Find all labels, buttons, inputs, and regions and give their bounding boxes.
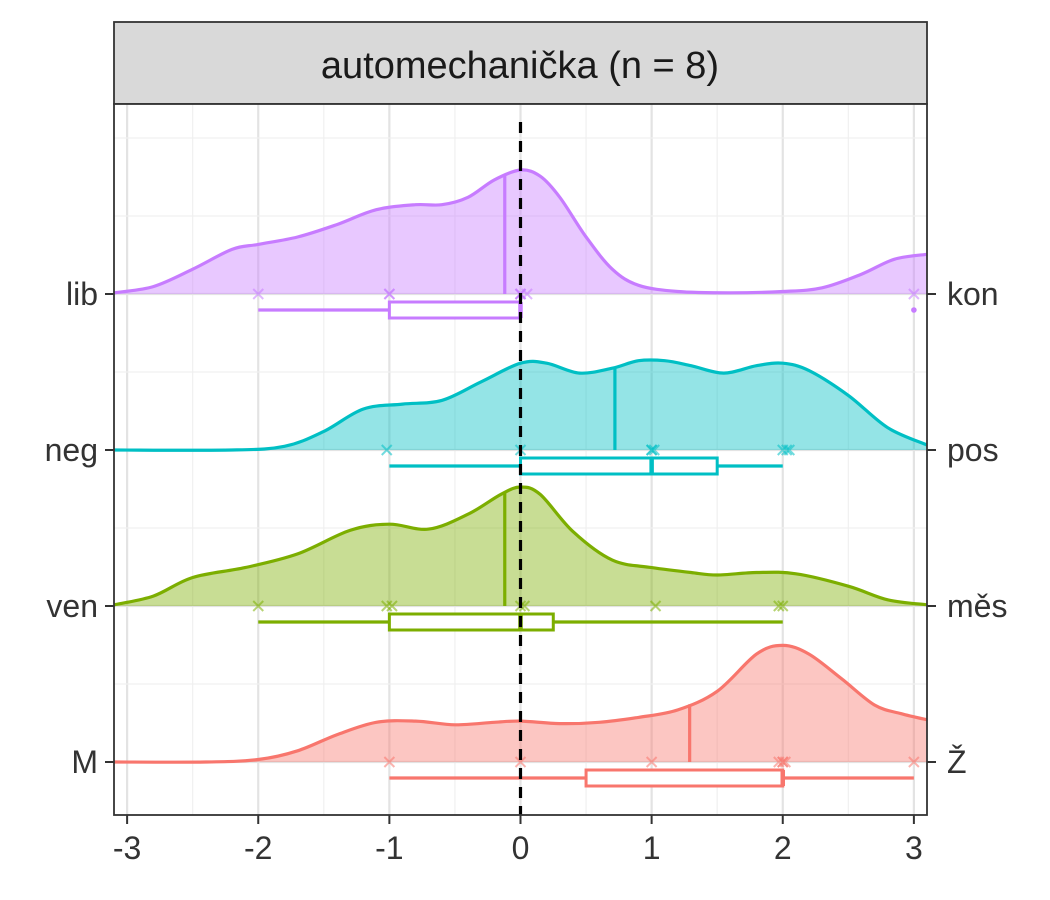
- data-point: [783, 444, 796, 456]
- data-point: [908, 756, 920, 768]
- data-point: [779, 756, 792, 768]
- outlier-point: [911, 307, 917, 313]
- data-point: [645, 756, 658, 768]
- data-point: [381, 600, 393, 612]
- data-point: [648, 444, 660, 456]
- y-label-left: M: [71, 744, 98, 780]
- density-fill: [114, 169, 927, 294]
- data-point: [381, 444, 393, 456]
- density-fill: [114, 645, 927, 763]
- data-point: [777, 600, 789, 612]
- y-label-left: neg: [45, 432, 98, 468]
- x-tick-label: -1: [375, 830, 403, 866]
- data-point: [383, 756, 396, 768]
- data-point: [383, 288, 396, 300]
- data-point: [252, 288, 264, 300]
- data-point: [521, 288, 533, 300]
- box-iqr: [387, 612, 555, 632]
- x-tick-label: 0: [512, 830, 530, 866]
- facet-strip: [113, 21, 928, 105]
- x-tick-label: 3: [905, 830, 923, 866]
- x-tick-label: -2: [244, 830, 272, 866]
- facet-title: automechanička (n = 8): [321, 45, 719, 87]
- data-point: [780, 444, 793, 456]
- data-point: [645, 444, 658, 456]
- density-line: [113, 643, 928, 764]
- data-point: [514, 756, 527, 768]
- data-point: [386, 600, 398, 612]
- y-axis-left: lib neg ven M: [45, 276, 114, 780]
- data-point: [908, 288, 920, 300]
- y-label-right: Ž: [947, 744, 967, 780]
- y-label-right: pos: [947, 432, 999, 468]
- box-iqr: [387, 300, 522, 320]
- density-fill: [114, 359, 927, 451]
- x-tick-label: -3: [113, 830, 141, 866]
- x-tick-label: 1: [643, 830, 661, 866]
- x-tick-label: 2: [774, 830, 792, 866]
- y-label-right: měs: [947, 588, 1007, 624]
- data-point: [252, 600, 264, 612]
- x-axis: -3 -2 -1 0 1 2 3: [113, 815, 923, 866]
- y-axis-right: kon pos měs Ž: [927, 276, 1007, 780]
- y-label-left: lib: [66, 276, 98, 312]
- box-iqr: [584, 768, 785, 788]
- y-label-left: ven: [46, 588, 98, 624]
- data-point: [773, 600, 785, 612]
- ridge-neg-pos: [113, 358, 928, 476]
- box-iqr: [519, 456, 719, 476]
- ridge-M-Z: [113, 643, 928, 788]
- density-line: [113, 358, 928, 452]
- data-point: [777, 756, 789, 768]
- data-point: [649, 600, 662, 612]
- density-line: [113, 485, 928, 607]
- y-label-right: kon: [947, 276, 999, 312]
